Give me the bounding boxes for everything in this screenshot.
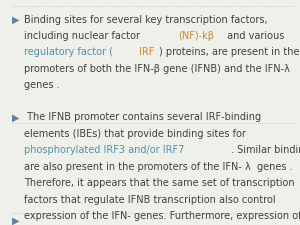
Text: ▶: ▶	[12, 15, 20, 25]
Text: elements (IBEs) that provide binding sites for: elements (IBEs) that provide binding sit…	[24, 129, 246, 139]
Text: promoters of both the IFN-β gene (IFNB) and the IFN-λ: promoters of both the IFN-β gene (IFNB) …	[24, 64, 290, 74]
Text: Binding sites for several key transcription factors,: Binding sites for several key transcript…	[24, 15, 268, 25]
Text: Therefore, it appears that the same set of transcription: Therefore, it appears that the same set …	[24, 178, 295, 188]
Text: . Similar binding sites: . Similar binding sites	[231, 145, 300, 155]
Text: ) proteins, are present in the: ) proteins, are present in the	[159, 47, 299, 57]
Text: ▶: ▶	[12, 216, 20, 225]
Text: genes .: genes .	[24, 80, 60, 90]
Text: The IFNB promoter contains several IRF-binding: The IFNB promoter contains several IRF-b…	[24, 112, 261, 122]
Text: phosphorylated IRF3 and/or IRF7: phosphorylated IRF3 and/or IRF7	[24, 145, 184, 155]
Text: expression of the IFN- genes. Furthermore, expression of: expression of the IFN- genes. Furthermor…	[24, 211, 300, 221]
Text: are also present in the promoters of the IFN- λ  genes .: are also present in the promoters of the…	[24, 162, 292, 172]
Text: including nuclear factor: including nuclear factor	[24, 31, 143, 41]
Text: factors that regulate IFNB transcription also control: factors that regulate IFNB transcription…	[24, 195, 276, 205]
Text: (NF)-kβ: (NF)-kβ	[178, 31, 214, 41]
Text: ▶: ▶	[12, 112, 20, 122]
Text: regulatory factor (: regulatory factor (	[24, 47, 113, 57]
Text: IRF: IRF	[139, 47, 154, 57]
Text: and various: and various	[224, 31, 288, 41]
